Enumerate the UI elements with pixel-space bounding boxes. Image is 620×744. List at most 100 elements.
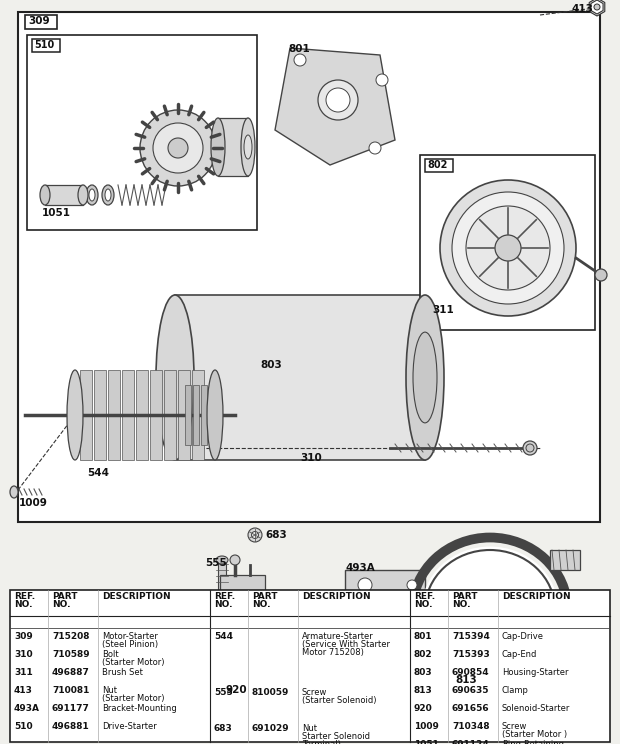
Text: 309: 309 — [14, 632, 33, 641]
Text: 311: 311 — [432, 305, 454, 315]
Text: Cap-Drive: Cap-Drive — [502, 632, 544, 641]
Ellipse shape — [406, 295, 444, 460]
Ellipse shape — [86, 185, 98, 205]
Text: DESCRIPTION: DESCRIPTION — [302, 592, 371, 601]
Text: DESCRIPTION: DESCRIPTION — [102, 592, 170, 601]
Text: 801: 801 — [288, 44, 310, 54]
Text: (Service With Starter: (Service With Starter — [302, 640, 390, 649]
Ellipse shape — [241, 118, 255, 176]
Circle shape — [594, 4, 600, 10]
Circle shape — [230, 555, 240, 565]
Text: 496881: 496881 — [52, 722, 90, 731]
Text: 496887: 496887 — [52, 668, 90, 677]
Bar — [27, 35, 257, 230]
Bar — [205, 605, 280, 677]
Text: NO.: NO. — [252, 600, 270, 609]
Text: 715208: 715208 — [52, 632, 89, 641]
Text: 691124: 691124 — [452, 740, 490, 744]
Text: REF.: REF. — [14, 592, 35, 601]
Text: 510: 510 — [14, 722, 33, 731]
Polygon shape — [591, 0, 603, 14]
Circle shape — [294, 54, 306, 66]
Text: 493A: 493A — [345, 563, 374, 573]
Ellipse shape — [526, 444, 534, 452]
Text: Terminal): Terminal) — [302, 740, 341, 744]
Polygon shape — [345, 570, 425, 660]
Bar — [94, 370, 106, 460]
Circle shape — [376, 74, 388, 86]
Ellipse shape — [78, 185, 88, 205]
Bar — [178, 370, 190, 460]
Text: 1009: 1009 — [19, 498, 48, 508]
Bar — [185, 385, 191, 445]
Text: Bracket-Mounting: Bracket-Mounting — [102, 704, 177, 713]
Bar — [218, 118, 248, 176]
Text: 544: 544 — [214, 632, 233, 641]
Text: PART: PART — [52, 592, 78, 601]
Text: 555: 555 — [205, 558, 227, 568]
Text: 510: 510 — [34, 40, 55, 50]
Text: (Starter Motor): (Starter Motor) — [102, 694, 164, 703]
Ellipse shape — [523, 441, 537, 455]
Bar — [215, 615, 235, 655]
Bar — [45, 185, 83, 205]
Text: Screw: Screw — [302, 688, 327, 697]
Bar — [108, 370, 120, 460]
Bar — [218, 560, 226, 590]
Bar — [193, 385, 199, 445]
Text: 920: 920 — [414, 704, 433, 713]
Circle shape — [466, 206, 550, 290]
Text: 803: 803 — [414, 668, 433, 677]
Text: NO.: NO. — [452, 600, 471, 609]
Bar — [275, 660, 287, 678]
Text: 802: 802 — [427, 160, 448, 170]
Ellipse shape — [248, 528, 262, 542]
Text: 493A: 493A — [14, 704, 40, 713]
Text: Bolt: Bolt — [102, 650, 118, 659]
Text: 710081: 710081 — [52, 686, 89, 695]
Circle shape — [140, 110, 216, 186]
Text: 801: 801 — [414, 632, 433, 641]
Bar — [420, 155, 595, 330]
Text: NO.: NO. — [52, 600, 71, 609]
Text: Motor 715208): Motor 715208) — [302, 648, 364, 657]
Text: Housing-Starter: Housing-Starter — [502, 668, 569, 677]
Circle shape — [153, 123, 203, 173]
Text: 311: 311 — [14, 668, 33, 677]
Bar — [201, 385, 207, 445]
Text: Brush Set: Brush Set — [102, 668, 143, 677]
Polygon shape — [275, 48, 395, 165]
Bar — [10, 590, 610, 742]
Text: 309: 309 — [28, 16, 50, 26]
Circle shape — [369, 142, 381, 154]
Text: 1009: 1009 — [414, 722, 439, 731]
Text: NO.: NO. — [14, 600, 32, 609]
Text: 413: 413 — [14, 686, 33, 695]
Text: 690635: 690635 — [452, 686, 490, 695]
Text: Nut: Nut — [302, 724, 317, 733]
Text: 813: 813 — [455, 675, 477, 685]
Text: 310: 310 — [300, 453, 322, 463]
Text: Ring-Retaining: Ring-Retaining — [502, 740, 564, 744]
Bar — [25, 15, 57, 29]
Circle shape — [168, 138, 188, 158]
Bar — [197, 660, 212, 678]
Ellipse shape — [10, 486, 18, 498]
Text: Drive-Starter: Drive-Starter — [102, 722, 157, 731]
Ellipse shape — [244, 135, 252, 159]
Bar — [197, 685, 207, 691]
Circle shape — [440, 180, 576, 316]
Circle shape — [595, 269, 607, 281]
Bar — [425, 159, 453, 172]
Bar — [220, 575, 265, 607]
Bar — [18, 12, 600, 522]
Circle shape — [495, 235, 521, 261]
Text: 1051: 1051 — [414, 740, 439, 744]
Text: Cap-End: Cap-End — [502, 650, 538, 659]
Text: 683: 683 — [265, 530, 286, 540]
Ellipse shape — [40, 185, 50, 205]
Text: 802: 802 — [414, 650, 433, 659]
Ellipse shape — [252, 531, 259, 539]
Text: NO.: NO. — [214, 600, 232, 609]
Text: 690854: 690854 — [452, 668, 490, 677]
